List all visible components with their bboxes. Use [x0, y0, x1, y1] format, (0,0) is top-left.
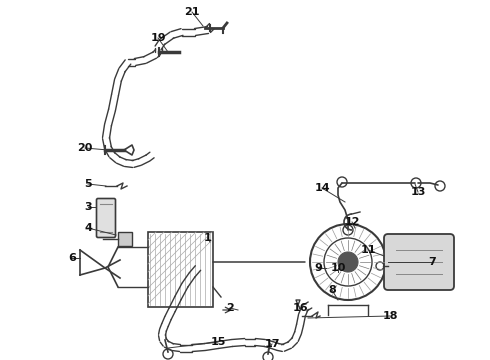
- Circle shape: [338, 252, 358, 272]
- Text: 9: 9: [314, 263, 322, 273]
- Text: 12: 12: [344, 217, 360, 227]
- Text: 14: 14: [314, 183, 330, 193]
- Text: 21: 21: [184, 7, 200, 17]
- Text: 18: 18: [382, 311, 398, 321]
- Text: 6: 6: [68, 253, 76, 263]
- Text: 5: 5: [84, 179, 92, 189]
- Text: 19: 19: [150, 33, 166, 43]
- Text: 15: 15: [210, 337, 226, 347]
- Text: 10: 10: [330, 263, 345, 273]
- Text: 2: 2: [226, 303, 234, 313]
- Text: 13: 13: [410, 187, 426, 197]
- Text: 20: 20: [77, 143, 93, 153]
- Bar: [148, 232, 213, 307]
- Text: 11: 11: [360, 245, 376, 255]
- Text: 17: 17: [264, 339, 280, 349]
- Text: 4: 4: [84, 223, 92, 233]
- Bar: [118, 232, 132, 246]
- Text: 7: 7: [428, 257, 436, 267]
- Text: 8: 8: [328, 285, 336, 295]
- Text: 3: 3: [84, 202, 92, 212]
- FancyBboxPatch shape: [97, 198, 116, 238]
- FancyBboxPatch shape: [384, 234, 454, 290]
- Text: 16: 16: [292, 303, 308, 313]
- Text: 1: 1: [204, 233, 212, 243]
